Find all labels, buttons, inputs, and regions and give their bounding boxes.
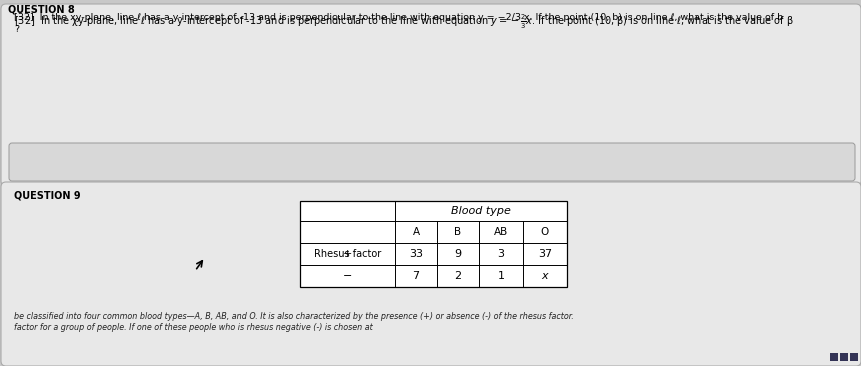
- Bar: [829, 353, 837, 361]
- Text: A: A: [412, 227, 419, 237]
- Text: 7: 7: [412, 271, 419, 281]
- Text: 3: 3: [497, 249, 504, 259]
- Bar: [300, 201, 567, 287]
- Text: QUESTION 8: QUESTION 8: [8, 4, 75, 14]
- Text: [32]  In the xy-plane, line ℓ has a y-intercept of -13 and is perpendicular to t: [32] In the xy-plane, line ℓ has a y-int…: [14, 13, 782, 22]
- Text: x: x: [541, 271, 548, 281]
- FancyBboxPatch shape: [1, 182, 860, 366]
- FancyBboxPatch shape: [9, 143, 854, 181]
- Text: −: −: [343, 271, 352, 281]
- Text: Blood type: Blood type: [450, 206, 511, 216]
- Text: [32]  In the χy-plane, line ℓ has a y-intercept of -13 and is perpendicular to t: [32] In the χy-plane, line ℓ has a y-int…: [14, 13, 793, 31]
- Bar: [849, 353, 857, 361]
- Text: 33: 33: [408, 249, 423, 259]
- Text: factor for a group of people. If one of these people who is rhesus negative (-) : factor for a group of people. If one of …: [14, 323, 372, 332]
- Text: ?: ?: [14, 25, 19, 34]
- Text: 2: 2: [454, 271, 461, 281]
- Text: QUESTION 9: QUESTION 9: [14, 190, 81, 200]
- Text: +: +: [343, 249, 352, 259]
- Bar: [300, 201, 567, 287]
- Text: 37: 37: [537, 249, 551, 259]
- FancyBboxPatch shape: [1, 4, 860, 186]
- Text: be classified into four common blood types—A, B, AB, and O. It is also character: be classified into four common blood typ…: [14, 312, 573, 321]
- Text: Rhesus factor: Rhesus factor: [313, 249, 381, 259]
- Text: AB: AB: [493, 227, 507, 237]
- Text: 9: 9: [454, 249, 461, 259]
- Text: B: B: [454, 227, 461, 237]
- Bar: [839, 353, 847, 361]
- Text: O: O: [540, 227, 548, 237]
- Text: 1: 1: [497, 271, 504, 281]
